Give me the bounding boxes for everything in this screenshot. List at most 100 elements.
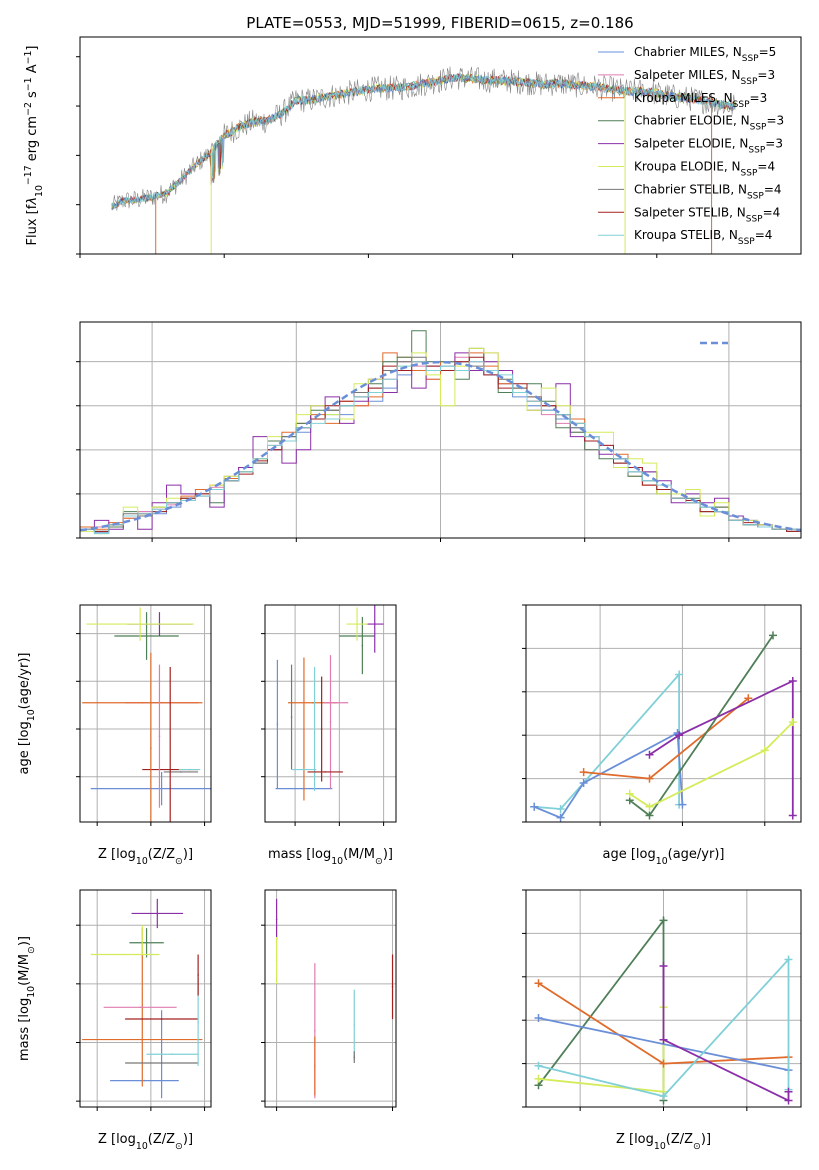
axes-frame bbox=[79, 604, 212, 823]
panel-residuals bbox=[76, 321, 802, 542]
legend-label-part: Salpeter STELIB, N bbox=[634, 205, 746, 219]
panel-age-vs-mass: mass [log10(M/M⊙)] bbox=[261, 604, 397, 867]
legend-label-part: Chabrier ELODIE, N bbox=[634, 114, 750, 128]
x-axis-label: Z [log10(Z/Z⊙)] bbox=[98, 1132, 193, 1152]
x-axis-label-part: (Z/Z bbox=[148, 847, 175, 862]
errorbar-point bbox=[141, 701, 144, 704]
y-axis-label-part: (M/M bbox=[17, 954, 32, 986]
weight-marker bbox=[659, 1092, 668, 1101]
weight-line-kroupa_stelib bbox=[534, 672, 680, 810]
weight-marker bbox=[659, 961, 668, 970]
errorbar-point bbox=[158, 735, 161, 737]
errorbar-point bbox=[171, 1053, 174, 1056]
x-axis-label-part: (Z/Z bbox=[666, 1132, 693, 1147]
x-axis-label-part: Z [log bbox=[98, 847, 136, 862]
errorbar-point bbox=[335, 701, 337, 704]
errorbar-point bbox=[290, 716, 293, 718]
y-axis-label-part: −1 bbox=[23, 51, 34, 65]
errorbar-point bbox=[391, 985, 394, 988]
weight-marker bbox=[556, 813, 565, 822]
x-axis-label-part: 10 bbox=[654, 1141, 666, 1152]
x-axis-label-part: )] bbox=[183, 847, 193, 862]
axes-frame bbox=[79, 889, 212, 1108]
legend-label-part: SSP bbox=[750, 123, 767, 133]
y-axis-label: age [log10(age/yr)] bbox=[17, 653, 37, 775]
y-axis-label-part: (age/yr)] bbox=[17, 653, 32, 710]
gaussian-curve bbox=[80, 360, 801, 532]
errorbar-point bbox=[141, 939, 144, 941]
panel-weight-vs-age: age [log10(age/yr)] bbox=[522, 604, 802, 867]
legend-label-part: SSP bbox=[733, 100, 750, 110]
weight-marker bbox=[645, 750, 654, 759]
weight-marker bbox=[645, 802, 654, 811]
y-axis-label-part: )] bbox=[17, 936, 32, 946]
errorbar-point bbox=[276, 723, 279, 726]
legend-label: Salpeter ELODIE, NSSP=3 bbox=[634, 137, 783, 156]
axes-frame bbox=[264, 604, 397, 823]
weight-marker bbox=[625, 789, 634, 798]
legend-label-part: Chabrier STELIB, N bbox=[634, 182, 747, 196]
y-axis-label-part: −1 bbox=[23, 77, 34, 91]
y-axis-label: Flux [fλ10−17 erg cm−2 s−1 A−1] bbox=[23, 46, 45, 246]
x-axis-label-part: )] bbox=[383, 847, 393, 862]
y-axis-label-part: s bbox=[25, 91, 40, 102]
x-axis-label-part: 10 bbox=[656, 856, 668, 867]
x-axis-label: Z [log10(Z/Z⊙)] bbox=[616, 1132, 711, 1152]
errorbar-point bbox=[145, 635, 148, 637]
errorbar-point bbox=[160, 1062, 163, 1064]
legend-label-part: SSP bbox=[748, 146, 765, 156]
errorbar-point bbox=[150, 747, 152, 749]
weight-marker bbox=[530, 802, 539, 811]
errorbar-point bbox=[314, 1029, 316, 1032]
legend-label-part: Chabrier MILES, N bbox=[634, 45, 742, 59]
panel-mass-vs-ebv bbox=[261, 889, 397, 1111]
weight-marker bbox=[659, 1035, 668, 1044]
legend-label-part: Kroupa STELIB, N bbox=[634, 228, 738, 242]
legend-label-part: =4 bbox=[757, 160, 775, 174]
x-axis-label-part: Z [log bbox=[616, 1132, 654, 1147]
weight-marker bbox=[579, 768, 588, 777]
y-axis-label-part: −2 bbox=[23, 102, 34, 116]
axes-frame bbox=[525, 604, 802, 823]
errorbar-point bbox=[314, 1065, 316, 1067]
weight-marker bbox=[675, 670, 684, 679]
weight-marker bbox=[645, 774, 654, 783]
legend-label: Chabrier STELIB, NSSP=4 bbox=[634, 182, 782, 201]
y-axis-label-part: 10 bbox=[26, 986, 37, 998]
y-axis-label-part: A bbox=[25, 64, 40, 77]
errorbar-point bbox=[197, 974, 199, 976]
legend-label-part: SSP bbox=[747, 191, 764, 201]
panel-weight-vs-z: Z [log10(Z/Z⊙)] bbox=[522, 889, 802, 1152]
legend-label: Kroupa STELIB, NSSP=4 bbox=[634, 228, 772, 247]
x-axis-label-part: 10 bbox=[136, 1141, 148, 1152]
plot-area bbox=[82, 607, 211, 822]
legend-label-part: =3 bbox=[750, 91, 768, 105]
y-axis-label-part: age [log bbox=[17, 721, 32, 774]
x-axis-label-part: 10 bbox=[331, 856, 343, 867]
x-axis-label-part: )] bbox=[701, 1132, 711, 1147]
legend-label: Salpeter MILES, NSSP=3 bbox=[634, 68, 775, 87]
errorbar-point bbox=[139, 1006, 141, 1009]
weight-line-salpeter_elodie bbox=[649, 679, 794, 816]
legend-label: Salpeter STELIB, NSSP=4 bbox=[634, 205, 780, 224]
weight-marker bbox=[534, 1014, 543, 1023]
errorbar-point bbox=[303, 728, 305, 730]
weight-line-kroupa_stelib bbox=[538, 957, 790, 1098]
weight-marker bbox=[659, 1059, 668, 1068]
plot-area bbox=[80, 330, 801, 535]
weight-marker bbox=[556, 804, 565, 813]
weight-marker bbox=[675, 731, 684, 740]
weight-marker bbox=[534, 1061, 543, 1070]
weight-marker bbox=[788, 811, 797, 820]
y-axis-label-part: λ bbox=[25, 197, 40, 206]
errorbar-point bbox=[329, 721, 332, 723]
weight-line-kroupa_elodie bbox=[629, 721, 794, 808]
y-axis-label-part: −17 bbox=[23, 165, 34, 185]
errorbar-point bbox=[275, 918, 278, 921]
y-axis-label-part: 10 bbox=[26, 709, 37, 721]
legend-label-part: =4 bbox=[755, 228, 773, 242]
errorbar-point bbox=[303, 768, 305, 771]
axes-frame bbox=[79, 36, 802, 255]
plot-area bbox=[534, 916, 793, 1105]
